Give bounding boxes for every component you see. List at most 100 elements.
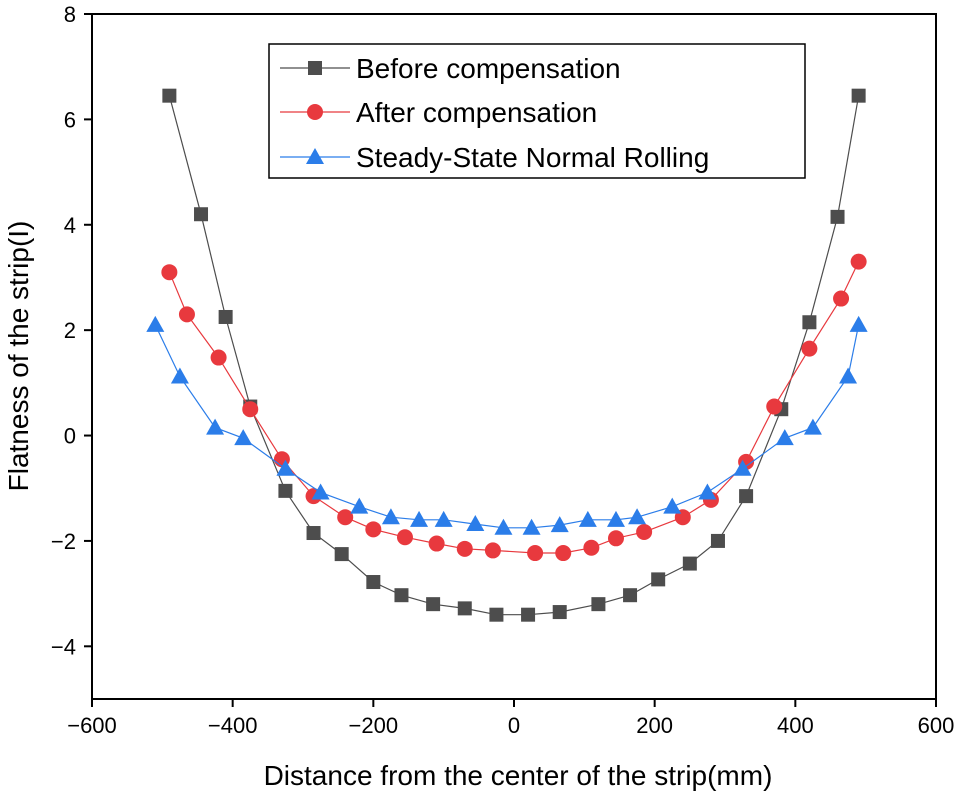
data-point [489, 607, 504, 622]
data-point [775, 429, 794, 446]
data-point [552, 605, 567, 620]
data-point [218, 309, 233, 324]
data-point [733, 459, 752, 476]
data-point [194, 207, 209, 222]
legend-marker [307, 104, 323, 120]
data-point [607, 530, 624, 547]
x-tick-label: −600 [67, 713, 117, 738]
data-point [849, 315, 868, 332]
legend-marker [308, 61, 322, 75]
data-point [710, 533, 725, 548]
data-point [628, 508, 647, 525]
data-point [801, 340, 818, 357]
x-tick-label: 400 [777, 713, 814, 738]
y-tick-label: 6 [64, 107, 76, 132]
data-point [591, 597, 606, 612]
series-line [168, 95, 860, 616]
legend-label: Steady-State Normal Rolling [356, 142, 709, 173]
x-axis-title: Distance from the center of the strip(mm… [264, 760, 773, 791]
data-point [550, 516, 569, 533]
data-point [434, 510, 453, 527]
data-point [366, 575, 381, 590]
legend: Before compensation After compensation Ste… [268, 43, 806, 179]
data-point [456, 540, 473, 557]
data-point [527, 545, 544, 562]
data-point [396, 529, 413, 546]
legend-box [268, 43, 806, 179]
data-point [682, 556, 697, 571]
y-tick-label: −4 [51, 634, 76, 659]
data-point [651, 572, 666, 587]
data-point [381, 508, 400, 525]
data-point [365, 521, 382, 538]
data-point [162, 88, 177, 103]
data-point [350, 497, 369, 514]
data-point [606, 510, 625, 527]
data-point [170, 367, 189, 384]
data-point [802, 315, 817, 330]
data-point [410, 510, 429, 527]
x-tick-label: −200 [349, 713, 399, 738]
data-point [636, 523, 653, 540]
data-point [311, 483, 330, 500]
data-point [428, 535, 445, 552]
y-tick-label: 8 [64, 2, 76, 27]
y-tick-label: 4 [64, 213, 76, 238]
data-point [242, 401, 259, 418]
data-point [394, 588, 409, 603]
data-point [306, 526, 321, 541]
data-point [337, 509, 354, 526]
legend-items: Before compensation After compensation Ste… [280, 53, 709, 173]
y-tick-label: −2 [51, 529, 76, 554]
x-tick-label: 0 [508, 713, 520, 738]
data-point [234, 429, 253, 446]
data-point [276, 459, 295, 476]
data-point [210, 349, 227, 366]
data-point [850, 253, 867, 270]
data-point [484, 542, 501, 559]
y-tick-label: 0 [64, 424, 76, 449]
legend-marker [306, 148, 324, 164]
data-point [146, 315, 165, 332]
y-axis-title: Flatness of the strip(I) [3, 221, 34, 492]
series-line [168, 261, 860, 554]
data-point [623, 588, 638, 603]
data-point [206, 418, 225, 435]
data-point [466, 515, 485, 532]
data-point [521, 607, 536, 622]
legend-label: Before compensation [356, 53, 621, 84]
data-point [839, 367, 858, 384]
y-tick-label: 2 [64, 318, 76, 343]
data-point [457, 601, 472, 616]
data-point [555, 545, 572, 562]
data-point [522, 518, 541, 535]
data-point [803, 418, 822, 435]
data-point [663, 497, 682, 514]
series-3 [146, 315, 868, 535]
data-point [278, 483, 293, 498]
data-point [739, 489, 754, 504]
axis-ticks [84, 13, 937, 707]
legend-label: After compensation [356, 97, 597, 128]
legend-entry: After compensation [280, 97, 597, 128]
data-point [698, 483, 717, 500]
data-point [766, 398, 783, 415]
legend-entry: Steady-State Normal Rolling [280, 142, 709, 173]
data-point [833, 290, 850, 307]
x-tick-label: 200 [636, 713, 673, 738]
series-layer [146, 88, 868, 622]
x-tick-labels: −600 −400 −200 0 200 400 600 [67, 713, 954, 738]
data-point [161, 264, 178, 281]
data-point [578, 510, 597, 527]
data-point [583, 539, 600, 556]
data-point [334, 547, 349, 562]
y-tick-labels: −4 −2 0 2 4 6 8 [51, 2, 76, 659]
data-point [494, 518, 513, 535]
data-point [426, 597, 441, 612]
series-2 [161, 253, 867, 562]
data-point [851, 88, 866, 103]
data-point [830, 209, 845, 224]
series-line [154, 324, 860, 529]
x-tick-label: 600 [918, 713, 955, 738]
